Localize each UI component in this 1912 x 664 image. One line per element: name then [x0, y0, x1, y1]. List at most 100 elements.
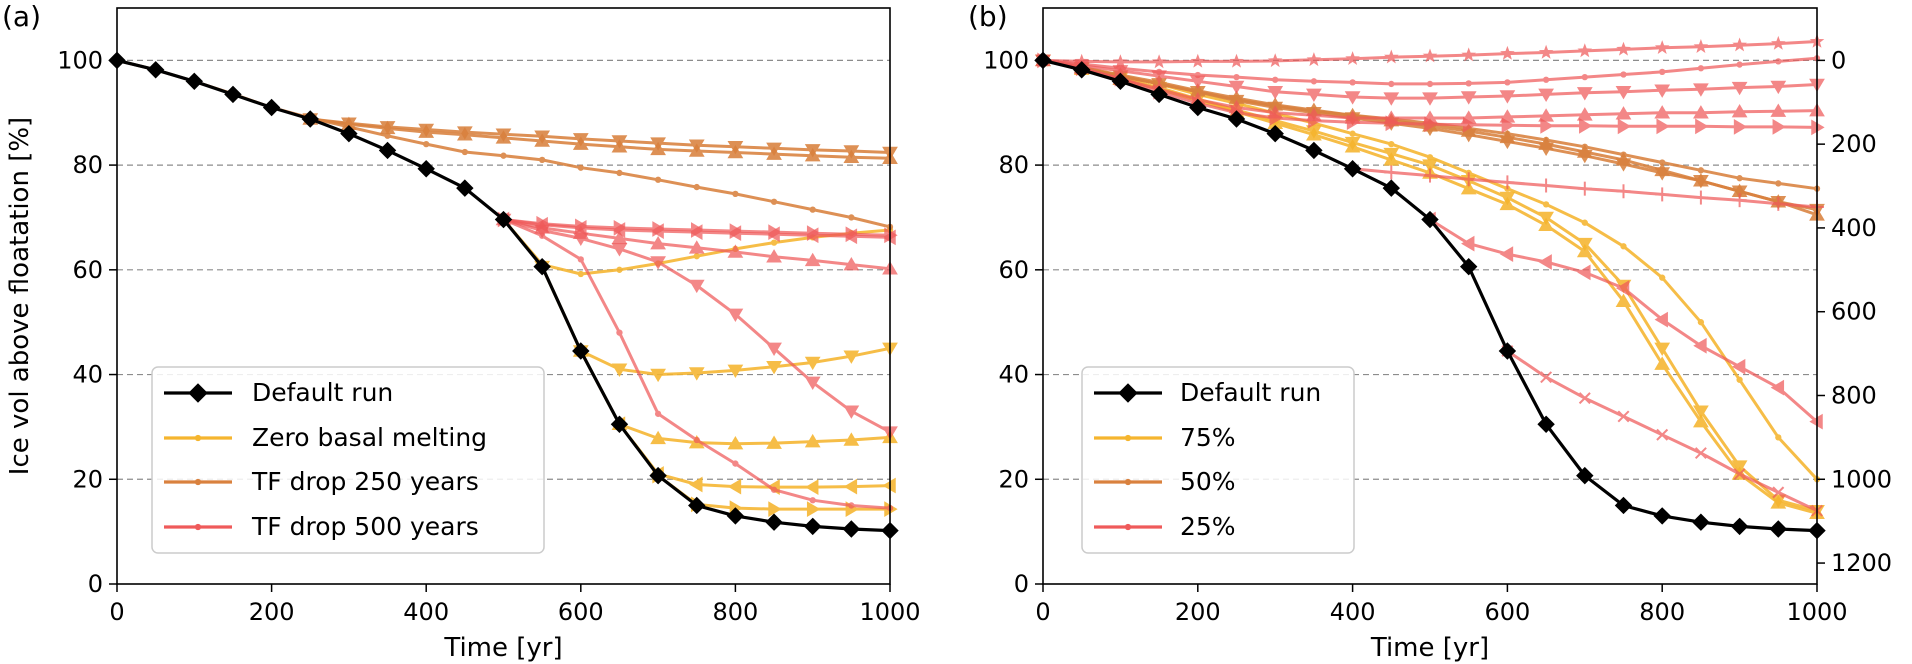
- data-point: [1504, 79, 1511, 86]
- data-point: [649, 466, 667, 485]
- data-point: [1499, 246, 1514, 262]
- data-point: [1537, 415, 1555, 433]
- grid-lines: [1043, 59, 1817, 480]
- data-point: [727, 436, 744, 450]
- data-point: [1654, 356, 1671, 370]
- data-point: [1538, 136, 1554, 150]
- data-point: [654, 176, 662, 183]
- data-point: [1576, 107, 1593, 121]
- data-point: [1542, 76, 1550, 83]
- data-point: [533, 257, 551, 276]
- y-tick-label: 40: [998, 361, 1029, 389]
- data-point: [843, 432, 860, 446]
- data-point: [768, 224, 782, 240]
- legend-swatch-default: [164, 383, 232, 403]
- y2-tick-label: 1200: [1831, 549, 1892, 577]
- data-point: [539, 156, 546, 164]
- data-point: [806, 225, 821, 242]
- data-point: [1501, 117, 1516, 134]
- data-point: [688, 143, 705, 157]
- data-point: [1499, 90, 1516, 104]
- legend-label-default-run: Default run: [252, 378, 393, 407]
- data-point: [1577, 264, 1591, 281]
- data-point: [1654, 40, 1670, 54]
- data-point: [577, 256, 584, 263]
- series-8-tf500-o: [500, 216, 894, 512]
- data-point: [1233, 73, 1240, 81]
- data-point: [654, 410, 662, 417]
- y-tick-label: 0: [88, 570, 103, 598]
- legend-swatch-zero: [1094, 434, 1162, 442]
- legend-box: [151, 366, 545, 554]
- data-point: [1770, 80, 1787, 95]
- data-point: [1308, 112, 1322, 129]
- data-point: [1460, 91, 1477, 105]
- data-point: [650, 430, 666, 445]
- data-point: [1693, 39, 1709, 53]
- panel-a: 0 200 400 600 800 1000 0 20 40 60 80 100 (a) Time […: [2, 0, 921, 663]
- series-line: [540, 266, 891, 376]
- data-point: [804, 252, 821, 267]
- legend-swatch-tf250: [1094, 478, 1162, 486]
- data-point: [1272, 76, 1279, 83]
- data-point: [1620, 243, 1627, 250]
- data-point: [1385, 115, 1399, 132]
- legend-label-75: 75%: [1180, 423, 1236, 452]
- data-point: [1654, 342, 1671, 356]
- data-point: [1697, 319, 1705, 326]
- data-point: [1732, 37, 1747, 52]
- data-point: [1229, 53, 1244, 68]
- data-point: [185, 72, 204, 91]
- data-point: [1620, 71, 1627, 78]
- data-point: [1538, 44, 1554, 59]
- data-point: [1538, 254, 1552, 270]
- data-point: [1344, 139, 1361, 153]
- legend: Default run 75% 50% 25%: [1081, 366, 1355, 554]
- series-line: [1429, 218, 1818, 423]
- data-point: [1349, 130, 1356, 137]
- data-point: [1615, 293, 1632, 307]
- y2-tick-label: 0: [1831, 46, 1846, 74]
- data-point: [1771, 35, 1786, 50]
- legend-marker: [194, 523, 202, 531]
- data-point: [1499, 129, 1516, 144]
- data-point: [732, 460, 739, 467]
- data-point: [1150, 85, 1168, 104]
- series-7-tf500-*: [1035, 33, 1825, 69]
- data-point: [423, 140, 430, 148]
- data-point: [652, 221, 666, 237]
- data-point: [1577, 43, 1593, 58]
- data-point: [1615, 152, 1632, 166]
- data-point: [1460, 181, 1477, 195]
- series-1-zero-v: [534, 260, 898, 383]
- data-point: [1693, 105, 1709, 119]
- data-point: [1775, 58, 1782, 65]
- data-point: [1111, 72, 1130, 91]
- data-point: [1654, 105, 1671, 119]
- data-point: [1542, 201, 1550, 208]
- data-point: [146, 61, 165, 79]
- series-line: [310, 117, 891, 160]
- data-point: [1423, 168, 1437, 183]
- y2-tick-label: 600: [1831, 298, 1877, 326]
- data-point: [804, 376, 821, 391]
- data-point: [727, 244, 744, 258]
- data-point: [1653, 507, 1671, 525]
- axes-frame: [1042, 7, 1818, 585]
- data-point: [1388, 140, 1395, 148]
- legend-swatch-tf500: [164, 523, 232, 531]
- data-point: [1659, 274, 1666, 281]
- data-point: [688, 496, 706, 515]
- y-tick-label: 100: [983, 46, 1029, 74]
- x-tick-label: 800: [712, 598, 758, 626]
- data-point: [1388, 80, 1395, 88]
- data-point: [1576, 144, 1593, 158]
- series-2-zero-^: [572, 343, 898, 450]
- x-tick-label: 0: [1035, 598, 1050, 626]
- legend-label-zero-basal-melting: Zero basal melting: [252, 423, 487, 452]
- data-point: [1384, 165, 1399, 180]
- data-point: [732, 190, 739, 198]
- data-point: [803, 517, 822, 536]
- data-point: [1772, 486, 1785, 499]
- legend-swatch-default: [1094, 383, 1162, 403]
